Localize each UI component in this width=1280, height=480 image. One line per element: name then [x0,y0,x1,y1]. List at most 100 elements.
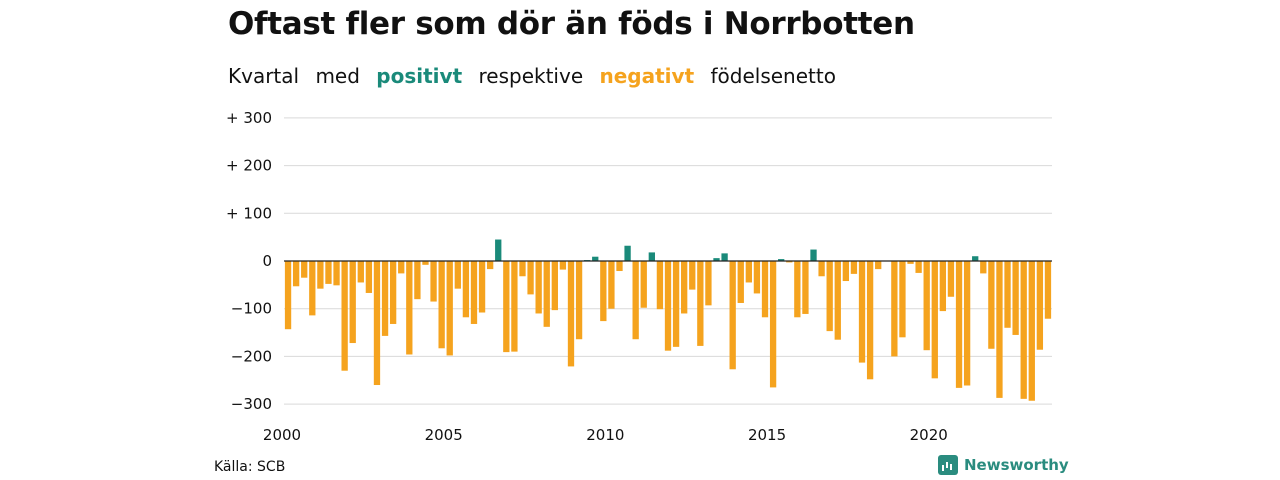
bar-negative [850,261,858,274]
bar-positive [648,252,655,261]
bar-negative [802,261,809,314]
x-tick-label: 2020 [910,426,948,444]
bar-negative [697,261,704,346]
brand-name: Newsworthy [964,456,1069,474]
bar-negative [980,261,987,274]
bar-negative [292,261,300,287]
bar-negative [470,261,478,324]
bar-negative [389,261,397,324]
bar-negative [1020,261,1027,399]
bar-negative [373,261,381,386]
bar-negative [915,261,922,273]
source-note: Källa: SCB [214,459,286,475]
bar-negative [406,261,413,355]
bar-negative [1028,261,1035,401]
chart-title: Oftast fler som dör än föds i Norrbotten [228,6,915,42]
bar-positive [624,245,631,261]
bar-positive [721,253,728,261]
bar-negative [842,261,850,282]
subtitle-word: respektive [478,64,584,88]
bar-negative [818,261,825,277]
bar-negative [632,261,639,340]
bar-negative [575,261,583,340]
y-tick-label: + 200 [226,157,272,175]
bar-negative [705,261,712,306]
x-tick-label: 2015 [748,426,786,444]
bar-negative [963,261,971,386]
bar-negative [858,261,866,363]
bar-negative [1012,261,1019,335]
x-tick-label: 2010 [586,426,624,444]
bar-negative [988,261,995,349]
bar-negative [1044,261,1052,319]
bar-positive [810,249,817,261]
subtitle-word: födelsenetto [710,64,836,88]
bar-negative [333,261,340,286]
bar-negative [503,261,510,353]
bar-negative [478,261,486,313]
bar-positive [592,256,599,261]
bar-negative [689,261,696,290]
subtitle-word: Kvartal [228,64,300,88]
bar-negative [769,261,777,388]
bar-negative [551,261,558,311]
bar-negative [381,261,389,336]
bar-negative [486,261,494,270]
bar-negative [462,261,470,318]
bar-negative [341,261,348,371]
bar-negative [398,261,405,274]
bar-negative [543,261,550,327]
bar-negative [600,261,607,322]
bar-negative [681,261,688,314]
bar-negative [939,261,947,312]
bar-negative [422,261,429,265]
bar-negative [664,261,672,351]
newsworthy-icon [938,455,958,475]
brand-logo: Newsworthy [938,455,1069,475]
bar-negative [923,261,930,351]
bar-negative [875,261,882,270]
bar-negative [438,261,445,349]
bar-negative [349,261,356,344]
bar-negative [737,261,744,303]
bar-negative [317,261,324,289]
bar-positive [495,239,502,261]
bar-negative [559,261,567,270]
bar-negative [454,261,461,289]
x-tick-label: 2005 [425,426,463,444]
subtitle-positive-label: positivt [376,64,463,88]
bar-negative [891,261,898,357]
bar-negative [365,261,373,293]
bar-negative [729,261,736,370]
bar-negative [866,261,874,380]
bar-positive [972,256,979,261]
bar-negative [414,261,421,300]
subtitle-negative-label: negativt [599,64,695,88]
bar-negative [608,261,615,309]
bar-positive [778,259,785,261]
bar-negative [527,261,534,295]
y-tick-label: + 100 [226,204,272,222]
y-tick-label: −200 [231,347,272,365]
bar-negative [753,261,761,294]
bar-negative [794,261,801,318]
bar-negative [309,261,316,316]
bar-negative [357,261,364,283]
bar-negative [1004,261,1011,328]
subtitle-word: med [315,64,360,88]
bar-negative [511,261,518,352]
bar-negative [656,261,664,310]
bar-negative [955,261,963,388]
bar-positive [713,258,720,261]
bar-negative [931,261,938,379]
bar-negative [907,261,914,264]
x-tick-label: 2000 [263,426,301,444]
bar-negative [301,261,308,278]
bar-negative [761,261,769,318]
bar-negative [947,261,955,297]
y-tick-label: 0 [262,252,272,270]
bar-negative [446,261,453,356]
chart-subtitle: Kvartal med positivt respektive negativt… [228,64,846,88]
bar-negative [640,261,647,308]
